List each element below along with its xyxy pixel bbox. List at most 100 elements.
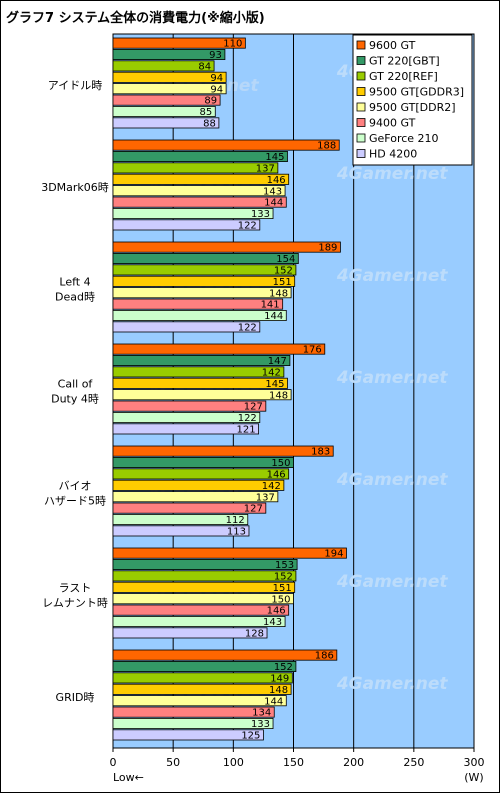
x-tick-label: 250 xyxy=(403,756,424,769)
bar xyxy=(112,729,264,741)
bar xyxy=(112,445,334,457)
watermark-text: 4Gamer.net xyxy=(336,674,449,694)
category-label: バイオハザード5時 xyxy=(44,480,106,508)
bar xyxy=(112,423,260,435)
data-label: 84 xyxy=(198,62,211,73)
data-label: 122 xyxy=(238,413,257,424)
legend-label: 9400 GT xyxy=(369,117,416,130)
data-label: 143 xyxy=(263,186,282,197)
bar xyxy=(112,343,326,355)
x-tick-label: 0 xyxy=(110,756,117,769)
legend: 9600 GT GT 220[GBT] GT 220[REF] 9500 GT[GDD… xyxy=(352,34,473,166)
data-label: 152 xyxy=(274,572,293,583)
data-label: 113 xyxy=(227,527,246,538)
bar xyxy=(112,593,294,605)
legend-box xyxy=(352,34,473,166)
legend-swatch xyxy=(356,87,366,96)
bar xyxy=(112,264,297,276)
data-label: 194 xyxy=(324,549,343,560)
bar xyxy=(112,207,274,219)
watermark-text: 4Gamer.net xyxy=(336,266,449,286)
legend-label: GeForce 210 xyxy=(369,132,439,145)
bar xyxy=(112,661,297,673)
data-label: 189 xyxy=(318,243,337,254)
data-label: 143 xyxy=(263,617,282,628)
data-label: 146 xyxy=(267,606,286,617)
data-label: 151 xyxy=(273,277,292,288)
watermark-text: 4Gamer.net xyxy=(336,572,449,592)
bar xyxy=(112,185,286,197)
legend-swatch xyxy=(356,56,366,65)
data-label: 145 xyxy=(265,379,284,390)
data-label: 134 xyxy=(252,708,271,719)
bar xyxy=(112,491,279,503)
bar xyxy=(112,468,290,480)
bar xyxy=(112,649,338,661)
bar xyxy=(112,559,298,571)
data-label: 127 xyxy=(244,504,263,515)
data-label: 150 xyxy=(271,594,290,605)
data-label: 133 xyxy=(251,719,270,730)
legend-label: GT 220[GBT] xyxy=(369,55,440,68)
bar xyxy=(112,94,221,106)
data-label: 144 xyxy=(264,696,283,707)
data-label: 144 xyxy=(264,198,283,209)
data-label: 137 xyxy=(256,164,275,175)
bar xyxy=(112,241,341,253)
bar xyxy=(112,321,261,333)
data-label: 94 xyxy=(210,73,223,84)
legend-swatch xyxy=(356,133,366,143)
bar xyxy=(112,219,261,231)
bar xyxy=(112,150,288,162)
data-label: 144 xyxy=(264,311,283,322)
bar xyxy=(112,354,291,366)
legend-label: HD 4200 xyxy=(369,148,417,161)
data-label: 128 xyxy=(245,629,264,640)
bar xyxy=(112,581,296,593)
bar xyxy=(112,502,267,514)
x-axis-unit-label: (W) xyxy=(464,771,483,784)
data-label: 142 xyxy=(262,481,281,492)
watermark-text: 4Gamer.net xyxy=(336,368,449,388)
legend-label: GT 220[REF] xyxy=(369,70,438,83)
data-label: 121 xyxy=(237,425,256,436)
bar xyxy=(112,275,296,287)
bar xyxy=(112,695,287,707)
bar xyxy=(112,616,286,628)
bar xyxy=(112,718,274,730)
category-label: 3DMark06時 xyxy=(41,181,109,194)
category-label: アイドル時 xyxy=(48,79,102,92)
bar xyxy=(112,366,285,378)
bar xyxy=(112,173,290,185)
data-label: 148 xyxy=(269,685,288,696)
x-tick-label: 150 xyxy=(283,756,304,769)
bar xyxy=(112,627,268,639)
legend-swatch xyxy=(356,149,366,158)
data-label: 176 xyxy=(303,345,322,356)
data-label: 88 xyxy=(203,119,216,130)
category-label: ラストレムナント時 xyxy=(42,582,108,610)
data-label: 186 xyxy=(315,651,334,662)
data-label: 112 xyxy=(226,515,245,526)
bar xyxy=(112,83,227,95)
category-label: Call of Duty 4時 xyxy=(51,378,99,406)
category-labels: アイドル時 3DMark06時 Left 4 Dead時 Call of Duty 4時バ… xyxy=(41,79,109,704)
bar xyxy=(112,49,226,61)
data-label: 148 xyxy=(269,288,288,299)
data-label: 142 xyxy=(262,368,281,379)
bar xyxy=(112,706,275,718)
bar xyxy=(112,37,246,49)
data-label: 183 xyxy=(311,447,330,458)
data-label: 85 xyxy=(200,107,213,118)
bar xyxy=(112,456,294,468)
legend-label: 9600 GT xyxy=(369,39,416,52)
bar xyxy=(112,162,279,174)
legend-swatch xyxy=(356,102,366,112)
data-label: 146 xyxy=(267,470,286,481)
data-label: 152 xyxy=(274,662,293,673)
watermark-text: 4Gamer.net xyxy=(336,164,449,184)
data-label: 151 xyxy=(273,583,292,594)
data-label: 89 xyxy=(204,96,217,107)
data-label: 141 xyxy=(261,300,280,311)
